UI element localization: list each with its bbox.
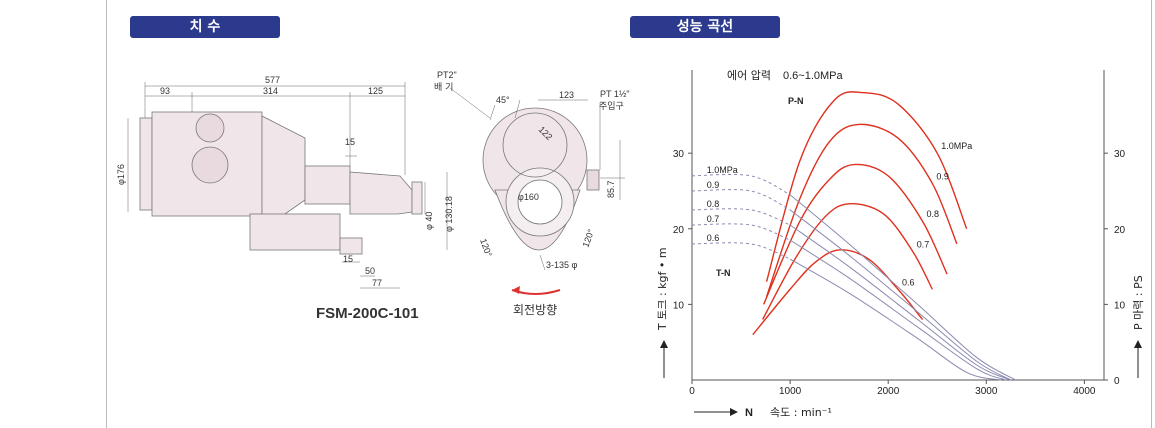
y-left-label: T 토크 : kgf • m <box>656 247 669 331</box>
side-view <box>139 111 423 255</box>
y-right-tick-label-1: 10 <box>1114 300 1126 311</box>
x-label: N <box>745 407 753 419</box>
pn-label: P-N <box>788 96 804 106</box>
pn-series-label-4: 0.6 <box>902 277 915 287</box>
dim-15a: 15 <box>345 137 355 147</box>
y-left-tick-label-2: 30 <box>673 149 685 160</box>
pn-curve-3 <box>762 203 933 320</box>
dim-juipgu: 주입구 <box>599 100 624 112</box>
tn-series-label-2: 0.8 <box>707 199 720 209</box>
dim-125: 125 <box>368 86 383 96</box>
tn-curve-1 <box>789 209 1012 381</box>
air-pressure-label: 에어 압력 <box>727 69 771 82</box>
y-right-tick-label-2: 20 <box>1114 225 1126 236</box>
x-tick-label-0: 0 <box>689 386 695 397</box>
right-border <box>1151 0 1152 428</box>
dim-pt112: PT 1½" <box>600 89 630 99</box>
pn-series-label-0: 1.0MPa <box>941 141 972 151</box>
tn-curve-dashed-1 <box>691 189 791 211</box>
front-view <box>482 107 600 251</box>
dimensions-header: 치 수 <box>130 16 280 38</box>
dim-bolt: 3-135 φ <box>546 260 578 270</box>
side-bottom <box>249 213 341 251</box>
rotation-label: 회전방향 <box>513 303 557 317</box>
y-left-tick-label-0: 10 <box>673 300 685 311</box>
tn-series-label-0: 1.0MPa <box>707 165 738 175</box>
dim-314: 314 <box>263 86 278 96</box>
left-border <box>106 0 107 428</box>
y-left-tick-label-1: 20 <box>673 225 685 236</box>
dim-77: 77 <box>372 278 382 288</box>
dim-93: 93 <box>160 86 170 96</box>
dim-50: 50 <box>365 266 375 276</box>
side-foot <box>339 237 363 255</box>
tn-series-label-1: 0.9 <box>707 180 720 190</box>
dim-15b: 15 <box>343 254 353 264</box>
side-neck <box>304 165 351 205</box>
tn-curve-dashed-0 <box>691 173 791 196</box>
front-rotor-hub <box>517 179 563 225</box>
dim-pt2: PT2" <box>437 70 457 80</box>
front-top-ring <box>502 112 568 178</box>
performance-header: 성능 곡선 <box>630 16 780 38</box>
pn-curve-1 <box>765 123 958 298</box>
x-tick-label-4: 4000 <box>1073 386 1096 397</box>
tn-curve-0 <box>789 194 1016 381</box>
pn-curve-0 <box>765 91 968 282</box>
model-label: FSM-200C-101 <box>316 305 419 322</box>
x-tick-label-3: 3000 <box>975 386 998 397</box>
y-left-arrow <box>660 340 668 348</box>
y-right-arrow <box>1134 340 1142 348</box>
air-pressure-range: 0.6~1.0MPa <box>783 70 844 82</box>
dim-baegi: 배 기 <box>434 82 453 93</box>
tn-curve-2 <box>789 224 1012 381</box>
tn-series-label-4: 0.6 <box>707 233 720 243</box>
dim-45: 45° <box>496 95 510 105</box>
pn-curve-2 <box>762 163 948 305</box>
tn-label: T-N <box>716 268 731 278</box>
dim-857: 85.7 <box>606 180 616 198</box>
side-flange <box>411 181 423 215</box>
tn-curve-dashed-4 <box>691 242 791 260</box>
tn-curve-4 <box>789 258 1002 381</box>
y-right-tick-label-0: 0 <box>1114 376 1120 387</box>
front-right-port <box>586 169 600 191</box>
dim-577: 577 <box>265 75 280 85</box>
tn-series-label-3: 0.7 <box>707 214 720 224</box>
x-sub-label: 속도 : min⁻¹ <box>770 406 832 419</box>
dim-phi40: φ 40 <box>424 212 434 230</box>
side-port <box>195 113 225 143</box>
side-port-inner <box>191 146 229 184</box>
dim-phi176: φ176 <box>116 164 126 185</box>
pn-series-label-3: 0.7 <box>917 239 930 249</box>
rotation-arrowhead <box>512 286 520 294</box>
pn-curve-4 <box>752 249 924 336</box>
pn-series-label-1: 0.9 <box>936 171 949 181</box>
dim-phi160: φ160 <box>518 192 539 202</box>
pn-series-label-2: 0.8 <box>927 209 940 219</box>
dim-phi13018: φ 130.18 <box>444 196 454 232</box>
x-tick-label-2: 2000 <box>877 386 900 397</box>
dim-123: 123 <box>559 90 574 100</box>
tn-curve-3 <box>789 239 1007 381</box>
x-tick-label-1: 1000 <box>779 386 802 397</box>
tn-curve-dashed-3 <box>691 223 791 241</box>
x-arrowhead <box>730 408 738 416</box>
y-right-label: P 마력 : PS <box>1132 275 1145 330</box>
y-right-tick-label-3: 30 <box>1114 149 1126 160</box>
tn-curve-dashed-2 <box>691 208 791 226</box>
